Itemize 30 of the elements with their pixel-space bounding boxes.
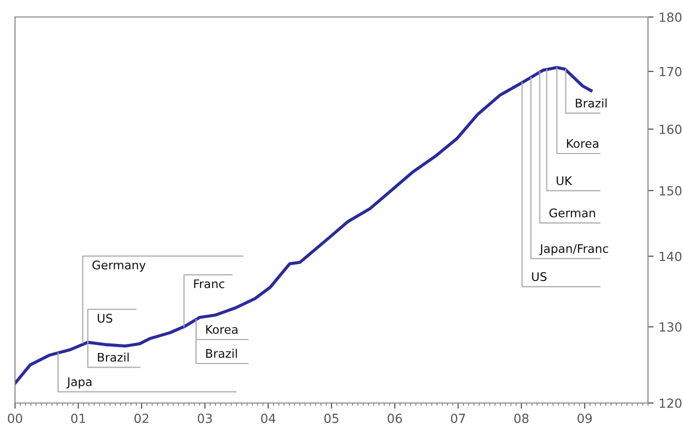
x-tick-label: 00: [8, 414, 22, 424]
annotation: Brazil: [98, 352, 129, 362]
annotation: US: [532, 272, 547, 282]
annotation: US: [98, 314, 112, 323]
annotation: Franc: [194, 279, 224, 288]
annotation: Brazil: [576, 98, 607, 108]
x-tick-label: 08: [514, 414, 528, 424]
y-tick-label: 130: [660, 322, 682, 332]
x-tick-label: 03: [198, 414, 212, 424]
annotation: Korea: [206, 325, 238, 334]
annotation: Korea: [567, 139, 598, 148]
y-tick-label: 180: [660, 12, 682, 22]
y-tick-label: 150: [660, 186, 682, 196]
annotation: UK: [556, 176, 572, 186]
annotation: Japa: [66, 377, 92, 388]
y-tick-label: 160: [660, 124, 682, 134]
y-tick-label: 120: [660, 398, 682, 408]
x-tick-label: 06: [388, 414, 402, 424]
x-tick-label: 02: [134, 414, 148, 424]
annotation: Japan/Franc: [539, 244, 608, 256]
annotation: Germany: [92, 260, 146, 272]
x-tick-label: 05: [324, 414, 338, 424]
annotation: German: [549, 208, 596, 218]
y-tick-label: 170: [660, 66, 682, 76]
x-tick-label: 07: [450, 414, 465, 424]
x-tick-label: 04: [261, 414, 276, 424]
annotation: Brazil: [206, 348, 237, 358]
x-tick-label: 01: [71, 414, 86, 424]
y-tick-label: 140: [660, 252, 682, 262]
x-tick-label: 09: [578, 414, 592, 424]
